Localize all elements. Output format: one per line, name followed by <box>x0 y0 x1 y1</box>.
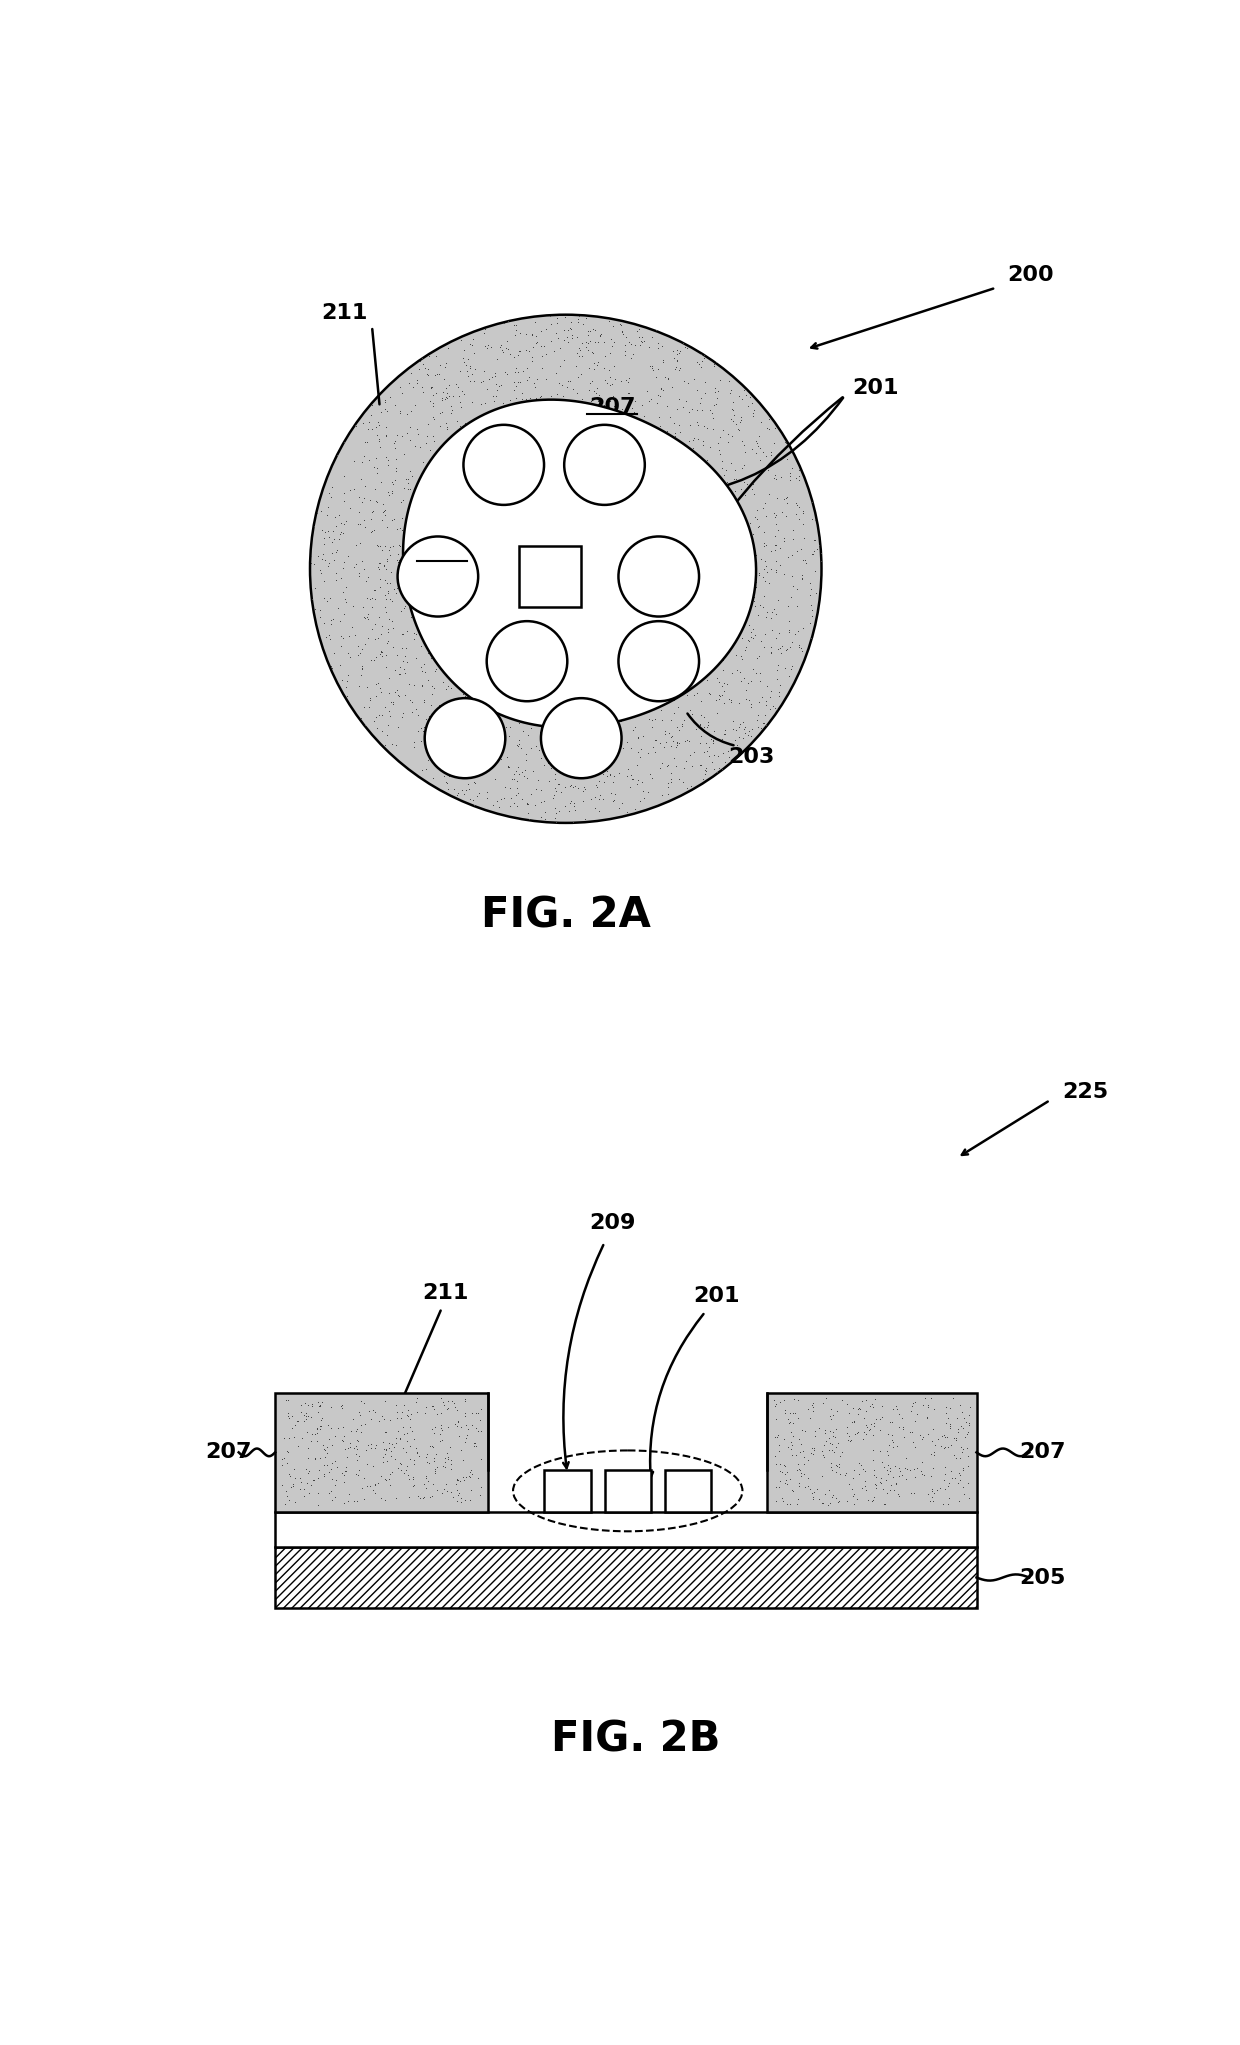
Bar <box>768 1393 977 1511</box>
Text: 211: 211 <box>423 1282 469 1303</box>
Circle shape <box>424 697 506 779</box>
Circle shape <box>619 536 699 616</box>
Bar <box>275 1546 977 1607</box>
Bar <box>665 1470 712 1511</box>
Text: 225: 225 <box>1061 1082 1107 1102</box>
Text: 205: 205 <box>1019 1569 1065 1587</box>
Text: 203: 203 <box>729 748 775 767</box>
Circle shape <box>464 425 544 505</box>
Text: 207: 207 <box>589 397 635 417</box>
Text: 209: 209 <box>419 544 465 564</box>
Text: 207: 207 <box>206 1442 252 1462</box>
Bar <box>520 546 582 607</box>
Circle shape <box>310 315 821 822</box>
Text: 209: 209 <box>589 1213 635 1233</box>
Bar <box>275 1511 977 1546</box>
Text: 211: 211 <box>321 303 368 323</box>
Bar <box>275 1393 489 1511</box>
Polygon shape <box>403 399 756 728</box>
Text: 207: 207 <box>1019 1442 1065 1462</box>
Circle shape <box>541 697 621 779</box>
Bar <box>605 1470 651 1511</box>
Text: 200: 200 <box>1007 264 1054 284</box>
Text: FIG. 2A: FIG. 2A <box>481 894 651 937</box>
Text: 201: 201 <box>693 1286 740 1307</box>
Circle shape <box>619 622 699 701</box>
Text: 201: 201 <box>853 378 899 399</box>
Bar <box>544 1470 590 1511</box>
Circle shape <box>486 622 567 701</box>
Circle shape <box>398 536 479 616</box>
Text: FIG. 2B: FIG. 2B <box>551 1718 720 1761</box>
Circle shape <box>564 425 645 505</box>
